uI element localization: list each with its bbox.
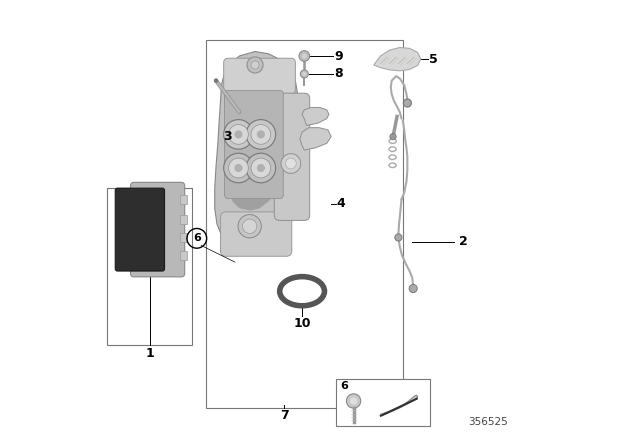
FancyBboxPatch shape bbox=[131, 182, 185, 277]
Text: 8: 8 bbox=[335, 67, 343, 81]
Circle shape bbox=[350, 397, 357, 405]
Bar bbox=[336, 379, 430, 426]
Polygon shape bbox=[225, 60, 291, 211]
Text: 4: 4 bbox=[337, 197, 346, 211]
Polygon shape bbox=[215, 52, 300, 253]
FancyBboxPatch shape bbox=[225, 90, 284, 198]
Circle shape bbox=[214, 78, 218, 83]
Circle shape bbox=[247, 57, 263, 73]
Text: 6: 6 bbox=[193, 233, 201, 243]
Circle shape bbox=[228, 158, 248, 178]
Text: 1: 1 bbox=[145, 347, 154, 361]
Circle shape bbox=[285, 158, 296, 169]
Circle shape bbox=[251, 125, 271, 144]
Text: 9: 9 bbox=[335, 49, 343, 63]
Circle shape bbox=[234, 130, 243, 138]
Text: 7: 7 bbox=[280, 409, 289, 422]
FancyBboxPatch shape bbox=[275, 93, 310, 220]
Bar bbox=[180, 233, 187, 242]
Circle shape bbox=[395, 234, 402, 241]
Bar bbox=[108, 188, 193, 345]
Polygon shape bbox=[380, 395, 418, 416]
Text: 10: 10 bbox=[293, 317, 311, 330]
Circle shape bbox=[300, 70, 308, 78]
Text: 5: 5 bbox=[429, 52, 437, 66]
Circle shape bbox=[251, 158, 271, 178]
Ellipse shape bbox=[284, 280, 321, 302]
Circle shape bbox=[243, 219, 257, 233]
Circle shape bbox=[246, 153, 276, 183]
Text: 6: 6 bbox=[340, 381, 348, 391]
Bar bbox=[180, 215, 187, 224]
Circle shape bbox=[346, 394, 361, 408]
Circle shape bbox=[390, 134, 396, 140]
Circle shape bbox=[238, 215, 261, 238]
Circle shape bbox=[224, 120, 253, 149]
Text: 3: 3 bbox=[223, 130, 232, 143]
Circle shape bbox=[234, 164, 243, 172]
Polygon shape bbox=[374, 47, 421, 71]
Polygon shape bbox=[302, 108, 329, 125]
Text: 2: 2 bbox=[459, 235, 468, 249]
Circle shape bbox=[301, 53, 307, 59]
FancyBboxPatch shape bbox=[115, 188, 164, 271]
Text: 356525: 356525 bbox=[468, 417, 508, 427]
Circle shape bbox=[224, 153, 253, 183]
Circle shape bbox=[257, 164, 265, 172]
Circle shape bbox=[299, 51, 310, 61]
Circle shape bbox=[403, 99, 412, 107]
FancyBboxPatch shape bbox=[221, 212, 292, 256]
Bar bbox=[180, 195, 187, 204]
Circle shape bbox=[281, 154, 301, 173]
Circle shape bbox=[409, 284, 417, 293]
Polygon shape bbox=[300, 128, 332, 150]
Bar bbox=[180, 251, 187, 260]
Circle shape bbox=[257, 130, 265, 138]
Polygon shape bbox=[132, 195, 179, 267]
Circle shape bbox=[246, 120, 276, 149]
FancyBboxPatch shape bbox=[224, 58, 296, 94]
Circle shape bbox=[251, 61, 259, 69]
Circle shape bbox=[228, 125, 248, 144]
Bar bbox=[206, 40, 403, 408]
Circle shape bbox=[302, 72, 307, 76]
